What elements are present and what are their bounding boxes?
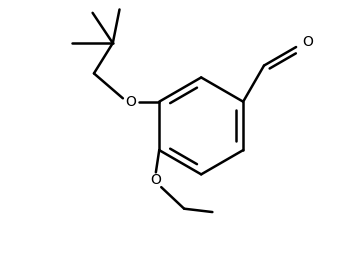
Text: O: O (302, 35, 313, 49)
Text: O: O (126, 95, 136, 109)
Text: O: O (151, 174, 161, 187)
